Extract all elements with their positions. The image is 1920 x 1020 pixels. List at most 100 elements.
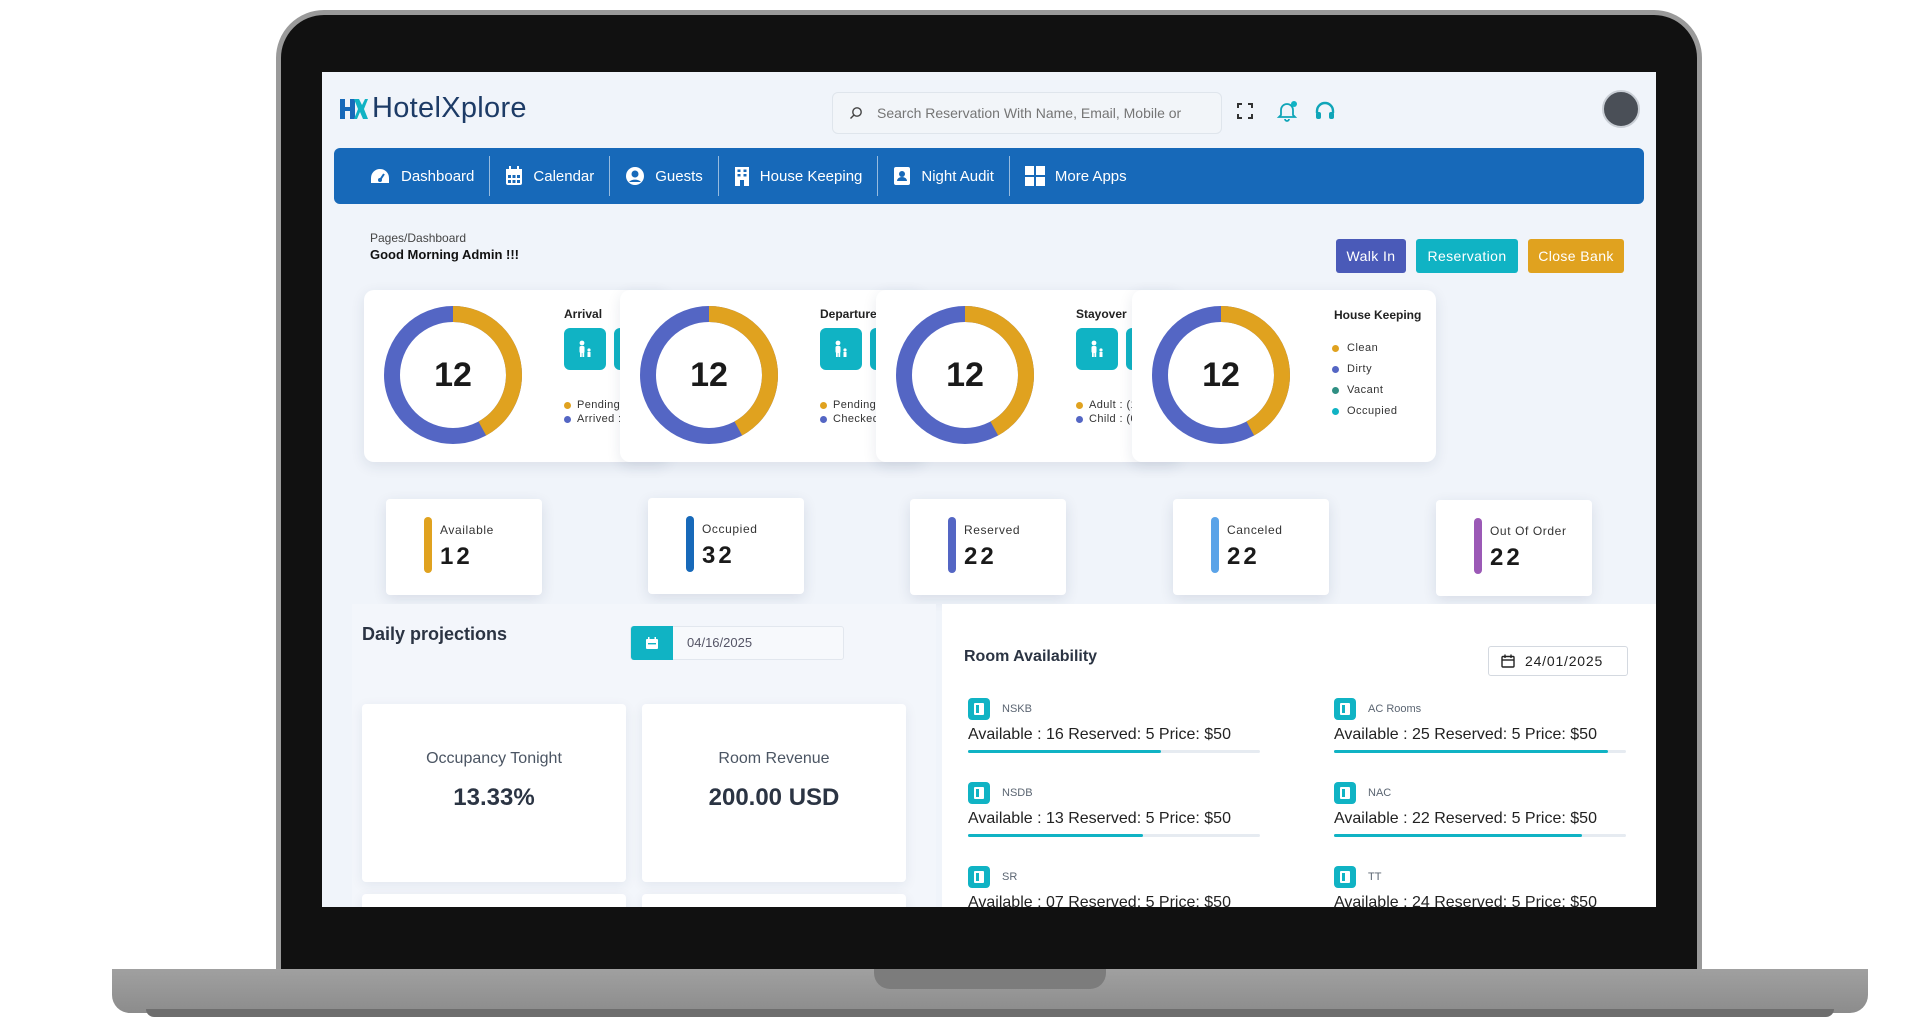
calendar-icon[interactable]: [631, 626, 673, 660]
room-type-info: Available : 16 Reserved: 5 Price: $50: [968, 726, 1231, 743]
stat-occupied-bar: [686, 516, 694, 572]
door-icon: [1334, 698, 1356, 720]
search-bar[interactable]: [832, 92, 1222, 134]
walk-in-button[interactable]: Walk In: [1336, 239, 1406, 273]
family-icon: [835, 340, 847, 357]
main-navbar: Dashboard Calendar Guests House Keeping …: [334, 148, 1644, 204]
room-type-name: NAC: [1368, 787, 1392, 799]
housekeeping-legend: Clean Dirty Vacant Occupied: [1332, 338, 1397, 422]
nav-guests[interactable]: Guests: [610, 156, 719, 196]
nav-dashboard-label: Dashboard: [401, 167, 475, 185]
stat-out-of-order[interactable]: Out Of Order 22: [1436, 500, 1592, 596]
nav-house-keeping[interactable]: House Keeping: [719, 156, 879, 196]
legend-occupied: Occupied: [1332, 401, 1397, 422]
room-revenue-card: Room Revenue 200.00 USD: [642, 704, 906, 882]
arrival-title: Arrival: [564, 307, 603, 321]
room-type-info: Available : 24 Reserved: 5 Price: $50: [1334, 894, 1597, 907]
room-type-item[interactable]: SR Available : 07 Reserved: 5 Price: $50: [968, 866, 1268, 907]
arrival-donut-chart: [384, 306, 522, 444]
reservation-button[interactable]: Reservation: [1416, 239, 1518, 273]
nav-more-apps[interactable]: More Apps: [1010, 156, 1142, 196]
close-bank-button[interactable]: Close Bank: [1528, 239, 1624, 273]
departure-title: Departure: [820, 307, 877, 321]
daily-projections-panel: Daily projections 04/16/2025 Occupancy T…: [352, 604, 936, 907]
nav-house-keeping-label: House Keeping: [759, 167, 863, 185]
stat-occupied-label: Occupied: [702, 522, 758, 536]
housekeeping-title: House Keeping: [1334, 308, 1422, 322]
laptop-base-edge: [146, 1009, 1834, 1017]
brand-name: HotelXplore: [372, 92, 527, 124]
room-revenue-value: 200.00 USD: [708, 784, 840, 811]
nav-calendar-label: Calendar: [533, 167, 595, 185]
room-type-info: Available : 13 Reserved: 5 Price: $50: [968, 810, 1231, 827]
headset-support-icon[interactable]: [1310, 96, 1340, 126]
stat-canceled[interactable]: Canceled 22: [1173, 499, 1329, 595]
room-type-item[interactable]: NSDB Available : 13 Reserved: 5 Price: $…: [968, 782, 1268, 837]
nav-calendar[interactable]: Calendar: [490, 156, 611, 196]
app-screen: HotelXplore Dashboard Calendar Guests: [322, 72, 1656, 907]
projection-card-placeholder: [642, 894, 906, 907]
stat-occupied[interactable]: Occupied 32: [648, 498, 804, 594]
door-icon: [1334, 866, 1356, 888]
occupancy-tonight-card: Occupancy Tonight 13.33%: [362, 704, 626, 882]
room-type-item[interactable]: TT Available : 24 Reserved: 5 Price: $50: [1334, 866, 1634, 907]
stat-available-value: 12: [440, 543, 473, 570]
hotelxplore-logo-icon: [340, 98, 368, 119]
room-availability-fill: [968, 750, 1161, 753]
greeting-text: Good Morning Admin !!!: [370, 247, 519, 262]
projection-card-placeholder: [362, 894, 626, 907]
nav-dashboard[interactable]: Dashboard: [354, 156, 491, 196]
search-input[interactable]: [877, 105, 1197, 121]
family-icon: [1091, 340, 1103, 357]
room-date-picker[interactable]: 24/01/2025: [1488, 646, 1628, 676]
occupancy-tonight-value: 13.33%: [453, 784, 535, 811]
stat-reserved-value: 22: [964, 543, 997, 570]
user-circle-icon: [626, 167, 645, 185]
adult-guest-button[interactable]: [564, 328, 606, 370]
housekeeping-donut-arc: [1152, 306, 1290, 444]
arrival-donut-pending-arc: [384, 306, 522, 444]
breadcrumb-pages[interactable]: Pages: [370, 231, 405, 245]
user-avatar[interactable]: [1602, 90, 1640, 128]
stat-canceled-label: Canceled: [1227, 523, 1283, 537]
room-type-info: Available : 25 Reserved: 5 Price: $50: [1334, 726, 1597, 743]
occupancy-tonight-label: Occupancy Tonight: [426, 750, 562, 767]
legend-dirty: Dirty: [1332, 359, 1397, 380]
room-date-value: 24/01/2025: [1525, 653, 1604, 669]
room-availability-track: [1334, 834, 1626, 837]
housekeeping-card: 12 House Keeping Clean Dirty Vacant Occu…: [1132, 290, 1436, 462]
stayover-donut-chart: [896, 306, 1034, 444]
door-icon: [968, 782, 990, 804]
housekeeping-donut-chart: [1152, 306, 1290, 444]
notification-bell-icon[interactable]: [1272, 96, 1302, 126]
stayover-count: 12: [946, 355, 984, 394]
room-type-item[interactable]: AC Rooms Available : 25 Reserved: 5 Pric…: [1334, 698, 1634, 753]
room-availability-track: [1334, 750, 1626, 753]
adult-guest-button[interactable]: [820, 328, 862, 370]
room-type-name: TT: [1368, 871, 1382, 883]
adult-guest-button[interactable]: [1076, 328, 1118, 370]
room-type-name: NSKB: [1002, 703, 1032, 715]
daily-date-picker[interactable]: 04/16/2025: [630, 626, 844, 660]
fullscreen-icon[interactable]: [1230, 96, 1260, 126]
door-icon: [968, 866, 990, 888]
room-type-item[interactable]: NAC Available : 22 Reserved: 5 Price: $5…: [1334, 782, 1634, 837]
room-type-info: Available : 07 Reserved: 5 Price: $50: [968, 894, 1231, 907]
legend-child: Child : (0): [1076, 412, 1148, 426]
stat-canceled-value: 22: [1227, 543, 1260, 570]
nav-night-audit[interactable]: Night Audit: [878, 156, 1010, 196]
dashboard-icon: [371, 169, 389, 183]
building-icon: [734, 167, 749, 186]
room-availability-title: Room Availability: [964, 648, 1098, 665]
stat-occupied-value: 32: [702, 542, 735, 569]
breadcrumb-current: /Dashboard: [404, 231, 467, 245]
door-icon: [1334, 782, 1356, 804]
calendar-icon: [506, 166, 523, 185]
arrival-count: 12: [434, 355, 472, 394]
room-type-item[interactable]: NSKB Available : 16 Reserved: 5 Price: $…: [968, 698, 1268, 753]
stat-available[interactable]: Available 12: [386, 499, 542, 595]
stat-reserved[interactable]: Reserved 22: [910, 499, 1066, 595]
nav-night-audit-label: Night Audit: [921, 167, 994, 185]
room-type-info: Available : 22 Reserved: 5 Price: $50: [1334, 810, 1597, 827]
app-logo[interactable]: HotelXplore: [338, 92, 527, 125]
